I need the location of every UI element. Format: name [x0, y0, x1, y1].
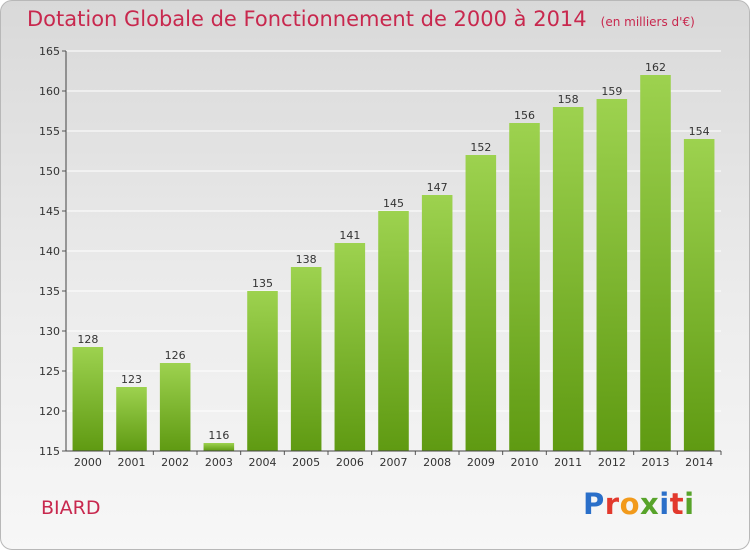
- y-tick-label: 130: [39, 325, 60, 338]
- x-tick-labels: 2000 2001 2002 2003 2004 2005 2006 2007 2008 2009…: [74, 451, 722, 469]
- axes: [65, 51, 721, 452]
- title-text: Dotation Globale de Fonctionnement de 20…: [27, 7, 587, 31]
- data-labels: 128 123 126 116 135 138 141 145 147 152 156 158 159 1…: [77, 61, 709, 442]
- y-tick-label: 155: [39, 125, 60, 138]
- x-tick-label: 2011: [554, 456, 582, 469]
- bar: [421, 195, 453, 451]
- x-tick-label: 2001: [118, 456, 146, 469]
- y-tick-labels: 115 120 125 130 135 140 145 150 155 160 165: [39, 45, 60, 458]
- bar: [290, 267, 322, 451]
- bar: [509, 123, 540, 451]
- bar: [683, 139, 715, 451]
- data-label: 159: [601, 85, 622, 98]
- bar: [596, 99, 628, 451]
- x-tick-label: 2000: [74, 456, 102, 469]
- data-label: 145: [383, 197, 404, 210]
- x-tick-label: 2013: [642, 456, 670, 469]
- data-label: 158: [558, 93, 579, 106]
- bar: [465, 155, 497, 451]
- logo-letter: i: [659, 487, 670, 521]
- y-tick-label: 115: [39, 445, 60, 458]
- bar: [640, 75, 671, 451]
- data-label: 162: [645, 61, 666, 74]
- logo-letter: P: [583, 487, 605, 521]
- y-tick-label: 135: [39, 285, 60, 298]
- data-label: 128: [77, 333, 98, 346]
- x-tick-label: 2003: [205, 456, 233, 469]
- data-label: 141: [339, 229, 360, 242]
- bar: [159, 363, 191, 451]
- logo-letter: t: [669, 487, 685, 521]
- logo-letter: o: [619, 487, 641, 521]
- data-label: 126: [165, 349, 186, 362]
- x-tick-label: 2002: [161, 456, 189, 469]
- y-tick-label: 165: [39, 45, 60, 58]
- data-label: 116: [208, 429, 229, 442]
- bar: [552, 107, 584, 451]
- data-label: 138: [296, 253, 317, 266]
- data-label: 156: [514, 109, 535, 122]
- data-label: 135: [252, 277, 273, 290]
- bar: [334, 243, 366, 451]
- y-tick-label: 160: [39, 85, 60, 98]
- proxiti-logo: Proxiti: [583, 487, 695, 521]
- bar: [378, 211, 409, 451]
- bar: [116, 387, 147, 451]
- chart-title: Dotation Globale de Fonctionnement de 20…: [27, 7, 695, 31]
- y-tick-label: 145: [39, 205, 60, 218]
- x-tick-label: 2004: [249, 456, 277, 469]
- y-tick-label: 140: [39, 245, 60, 258]
- y-tick-label: 120: [39, 405, 60, 418]
- bar: [72, 347, 104, 451]
- unit-label: (en milliers d'€): [600, 15, 695, 29]
- data-label: 123: [121, 373, 142, 386]
- bar: [247, 291, 278, 451]
- data-label: 152: [470, 141, 491, 154]
- x-tick-label: 2014: [685, 456, 713, 469]
- x-tick-label: 2008: [423, 456, 451, 469]
- logo-letter: x: [640, 487, 660, 521]
- y-tick-label: 125: [39, 365, 60, 378]
- data-label: 154: [689, 125, 710, 138]
- bar: [203, 443, 235, 451]
- data-label: 147: [427, 181, 448, 194]
- logo-letter: i: [684, 487, 695, 521]
- x-tick-label: 2010: [511, 456, 539, 469]
- bars: [72, 75, 715, 451]
- x-tick-label: 2007: [380, 456, 408, 469]
- x-tick-label: 2006: [336, 456, 364, 469]
- place-name: BIARD: [41, 497, 101, 519]
- x-tick-label: 2012: [598, 456, 626, 469]
- y-tick-label: 150: [39, 165, 60, 178]
- x-tick-label: 2009: [467, 456, 495, 469]
- logo-letter: r: [604, 487, 620, 521]
- x-tick-label: 2005: [292, 456, 320, 469]
